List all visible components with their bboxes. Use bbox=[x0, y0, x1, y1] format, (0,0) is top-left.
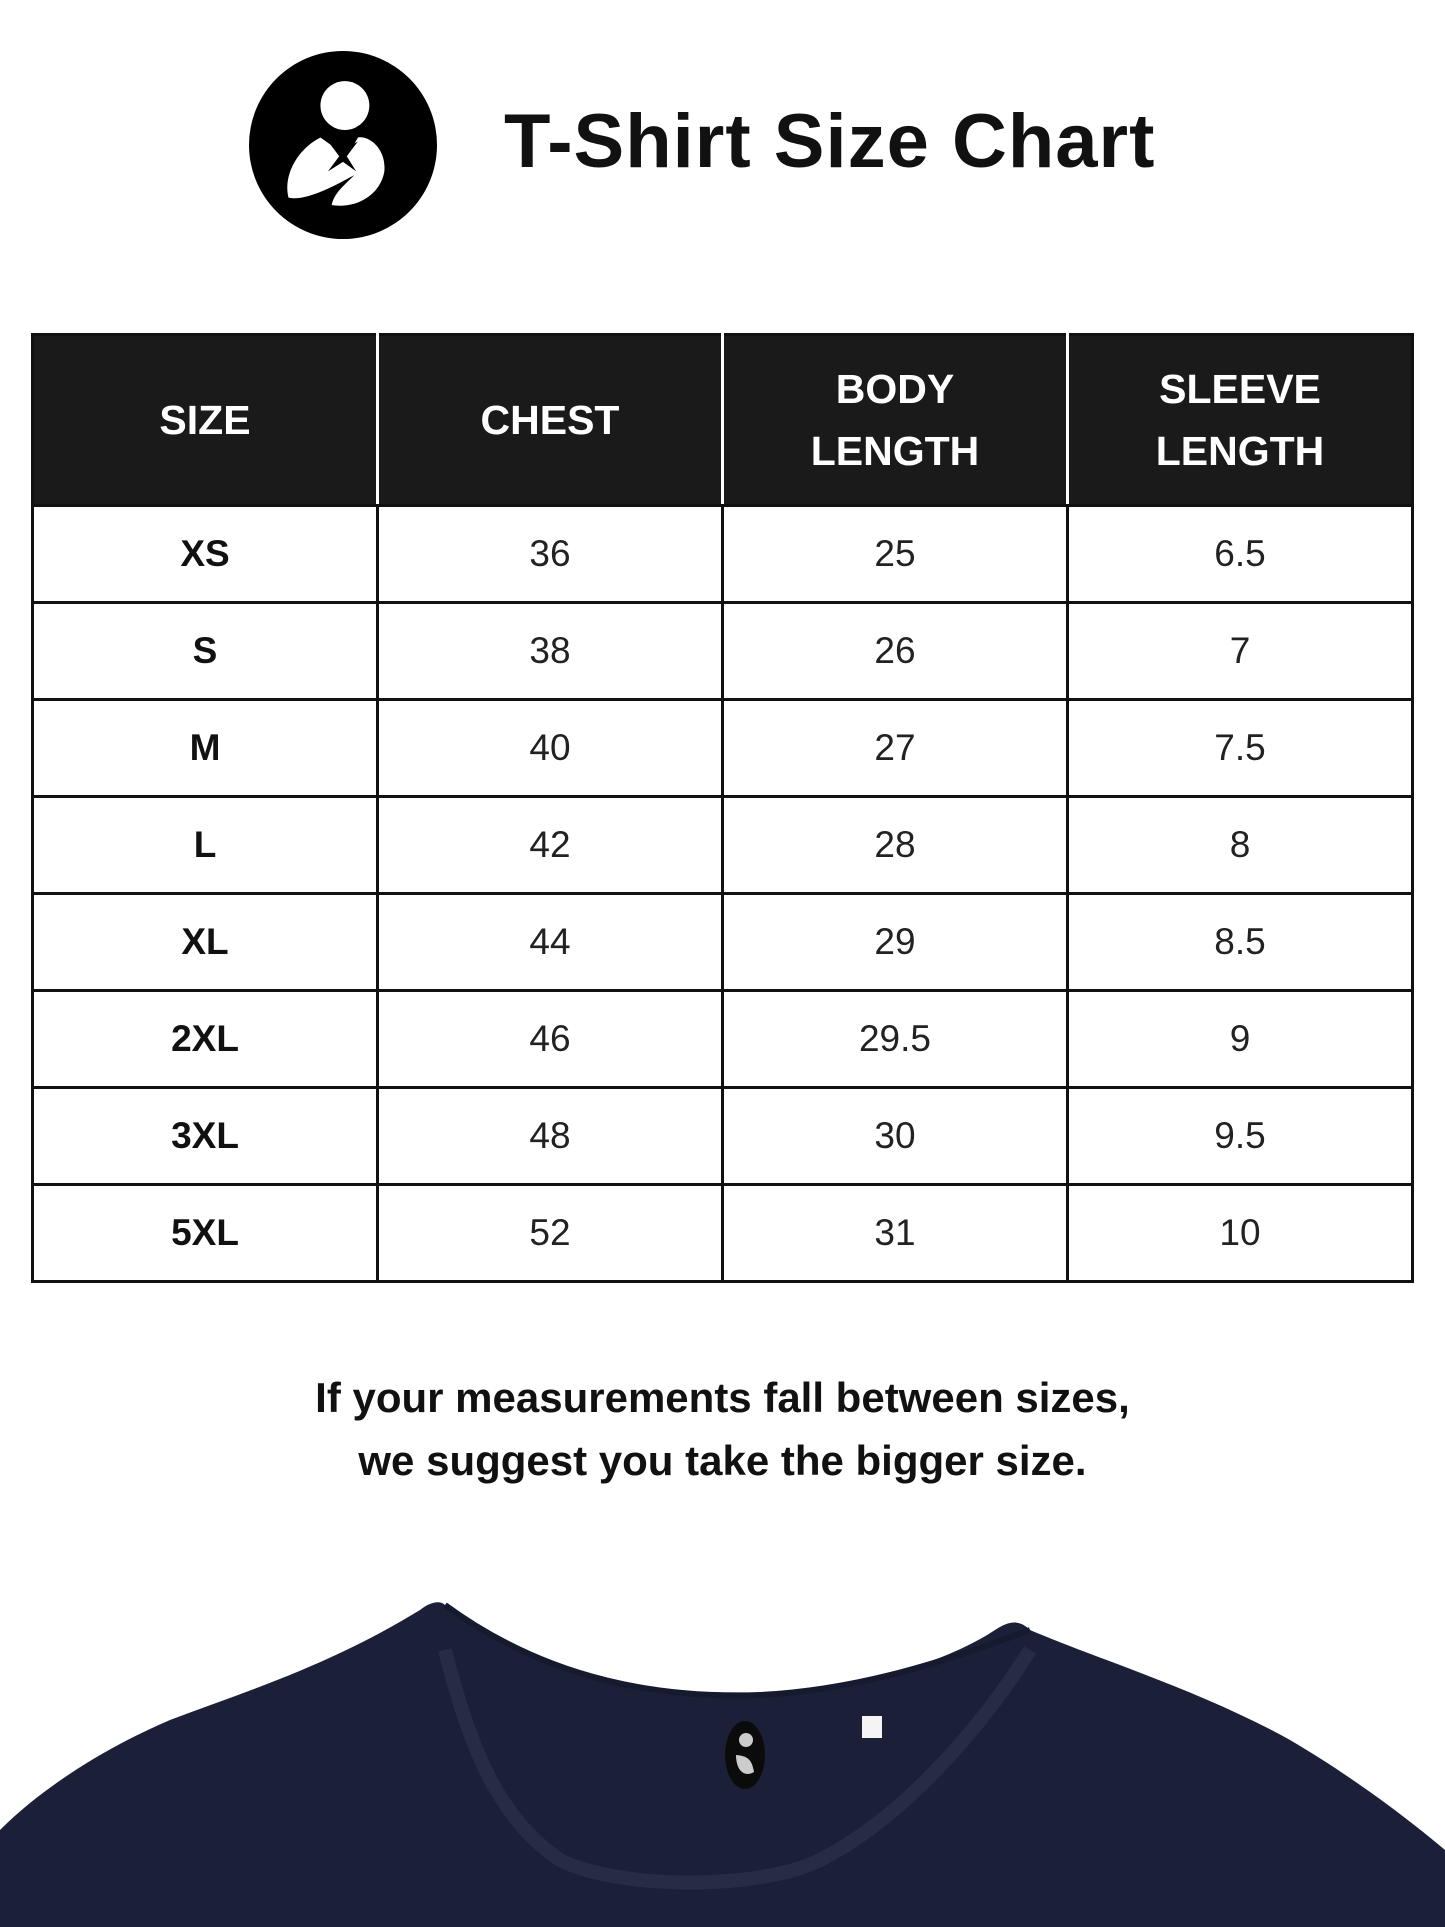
measurement-cell: 29 bbox=[721, 892, 1069, 992]
size-cell: M bbox=[31, 698, 379, 798]
measurement-cell: 26 bbox=[721, 601, 1069, 701]
size-cell: L bbox=[31, 795, 379, 895]
collar-logo-icon bbox=[725, 1721, 765, 1789]
measurement-cell: 9.5 bbox=[1066, 1086, 1414, 1186]
table-row: 3XL 48 30 9.5 bbox=[31, 1086, 1414, 1186]
measurement-cell: 25 bbox=[721, 504, 1069, 604]
tshirt-collar bbox=[438, 1646, 1036, 1890]
measurement-cell: 46 bbox=[376, 989, 724, 1089]
note-line-1: If your measurements fall between sizes, bbox=[315, 1374, 1130, 1421]
size-chart-table: SIZE CHEST BODY LENGTH SLEEVE LENGTH XS 36 25… bbox=[31, 333, 1414, 1283]
measurement-cell: 40 bbox=[376, 698, 724, 798]
measurement-cell: 42 bbox=[376, 795, 724, 895]
column-header: SLEEVE LENGTH bbox=[1066, 333, 1414, 507]
measurement-cell: 10 bbox=[1066, 1183, 1414, 1283]
size-cell: 2XL bbox=[31, 989, 379, 1089]
note-line-2: we suggest you take the bigger size. bbox=[358, 1437, 1087, 1484]
column-header: CHEST bbox=[376, 333, 724, 507]
measurement-cell: 31 bbox=[721, 1183, 1069, 1283]
sizing-note: If your measurements fall between sizes,… bbox=[0, 1366, 1445, 1492]
measurement-cell: 30 bbox=[721, 1086, 1069, 1186]
measurement-cell: 44 bbox=[376, 892, 724, 992]
table-header-row: SIZE CHEST BODY LENGTH SLEEVE LENGTH bbox=[31, 333, 1414, 507]
measurement-cell: 52 bbox=[376, 1183, 724, 1283]
measurement-cell: 8.5 bbox=[1066, 892, 1414, 992]
size-tag bbox=[862, 1716, 882, 1738]
size-cell: XS bbox=[31, 504, 379, 604]
table-row: XL 44 29 8.5 bbox=[31, 892, 1414, 992]
table-row: L 42 28 8 bbox=[31, 795, 1414, 895]
measurement-cell: 27 bbox=[721, 698, 1069, 798]
table-row: M 40 27 7.5 bbox=[31, 698, 1414, 798]
page-title: T-Shirt Size Chart bbox=[504, 99, 1156, 184]
measurement-cell: 38 bbox=[376, 601, 724, 701]
table-row: 5XL 52 31 10 bbox=[31, 1183, 1414, 1283]
measurement-cell: 6.5 bbox=[1066, 504, 1414, 604]
measurement-cell: 48 bbox=[376, 1086, 724, 1186]
column-header: SIZE bbox=[31, 333, 379, 507]
measurement-cell: 9 bbox=[1066, 989, 1414, 1089]
tshirt-image bbox=[0, 1602, 1445, 1927]
measurement-cell: 29.5 bbox=[721, 989, 1069, 1089]
size-cell: S bbox=[31, 601, 379, 701]
table-row: 2XL 46 29.5 9 bbox=[31, 989, 1414, 1089]
measurement-cell: 7.5 bbox=[1066, 698, 1414, 798]
table-row: S 38 26 7 bbox=[31, 601, 1414, 701]
column-header: BODY LENGTH bbox=[721, 333, 1069, 507]
measurement-cell: 8 bbox=[1066, 795, 1414, 895]
measurement-cell: 7 bbox=[1066, 601, 1414, 701]
table-row: XS 36 25 6.5 bbox=[31, 504, 1414, 604]
measurement-cell: 36 bbox=[376, 504, 724, 604]
size-cell: XL bbox=[31, 892, 379, 992]
tshirt-body bbox=[0, 1602, 1445, 1927]
size-cell: 5XL bbox=[31, 1183, 379, 1283]
size-cell: 3XL bbox=[31, 1086, 379, 1186]
brand-logo-icon bbox=[249, 51, 437, 239]
measurement-cell: 28 bbox=[721, 795, 1069, 895]
